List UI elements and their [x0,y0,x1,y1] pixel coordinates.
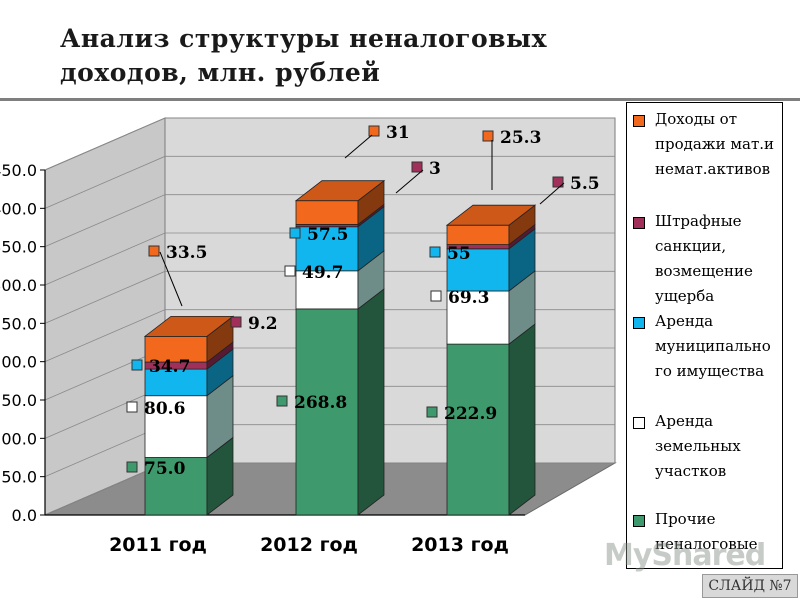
data-label-marker [230,316,242,328]
data-label-marker [426,406,438,418]
data-label: 57.5 [307,225,348,245]
leader-line [539,182,565,205]
data-label: 9.2 [248,314,278,334]
y-tick-label: 450.0 [0,161,37,180]
y-tick-label: 150.0 [0,391,37,410]
legend-label: Прочие неналоговые [655,510,758,553]
data-label: 25.3 [500,128,541,148]
y-tick-label: 50.0 [1,468,37,487]
data-label: 75.0 [144,459,186,479]
legend-swatch [633,317,645,329]
legend-label: Аренда муниципально го имущества [655,312,771,380]
data-label-marker [289,227,301,239]
legend-label: Доходы от продажи мат.и немат.активов [655,110,775,178]
leader-line [395,169,424,194]
legend-label: Аренда земельных участков [655,412,741,480]
y-tick-label: 200.0 [0,353,37,372]
data-label: 5.5 [570,174,600,194]
data-label: 49.7 [302,263,343,283]
data-label-marker [368,125,380,137]
data-label-marker [430,290,442,302]
gridline [44,194,615,248]
bar-top [143,315,235,337]
watermark-logo: MyShared [604,538,766,573]
y-tick-label: 100.0 [0,429,37,448]
data-label: 80.6 [144,399,185,419]
slide-number-badge: СЛАЙД №7 [702,574,798,598]
chart-title: Анализ структуры неналоговых доходов, мл… [60,24,548,87]
data-label: 55 [447,244,471,264]
data-label-marker [552,176,564,188]
bar-segment [295,200,359,225]
data-label-marker [284,265,296,277]
data-label-marker [411,161,423,173]
y-tick-label: 0.0 [12,506,37,525]
bar-top [445,204,537,226]
data-label: 268.8 [294,393,347,413]
data-label-marker [126,401,138,413]
title-divider [0,98,800,101]
bar-segment-side [357,288,385,516]
y-tick-label: 400.0 [0,199,37,218]
bar-segment [295,270,359,310]
data-label: 31 [386,123,410,143]
data-label-marker [126,461,138,473]
data-label-marker [131,359,143,371]
data-label: 69.3 [448,288,489,308]
bar-segment-side [508,323,536,516]
leader-line [159,251,183,307]
stacked-bar-chart: 0.0 50.0 100.0 150.0 200.0 250.0 300.0 350.0 400… [0,117,617,556]
y-tick-label: 350.0 [0,238,37,257]
x-category-label: 2012 год [260,534,358,556]
data-label: 33.5 [166,243,207,263]
legend-swatch [633,115,645,127]
data-label-marker [276,395,288,407]
data-label: 34.7 [149,357,190,377]
bar-segment [446,224,510,245]
bar-segment [295,226,359,272]
gridline [44,117,615,171]
bar-top [294,180,386,202]
legend-swatch [633,515,645,527]
bar-segment [446,343,510,516]
y-tick-label: 250.0 [0,314,37,333]
x-category-label: 2013 год [411,534,509,556]
gridline [44,155,615,209]
bar-segment [446,290,510,345]
legend-swatch [633,217,645,229]
data-label-marker [429,246,441,258]
chart-legend: Доходы от продажи мат.и немат.активов Штраф… [626,102,783,569]
bar-segment [144,395,208,458]
leader-line [344,134,373,159]
data-label-marker [482,130,494,142]
data-label: 3 [429,159,441,179]
legend-swatch [633,417,645,429]
data-label-marker [148,245,160,257]
y-tick-label: 300.0 [0,276,37,295]
legend-label: Штрафные санкции, возмещение ущерба [655,212,753,305]
x-category-label: 2011 год [109,534,207,556]
data-label: 222.9 [444,404,497,424]
bar-segment [295,308,359,516]
